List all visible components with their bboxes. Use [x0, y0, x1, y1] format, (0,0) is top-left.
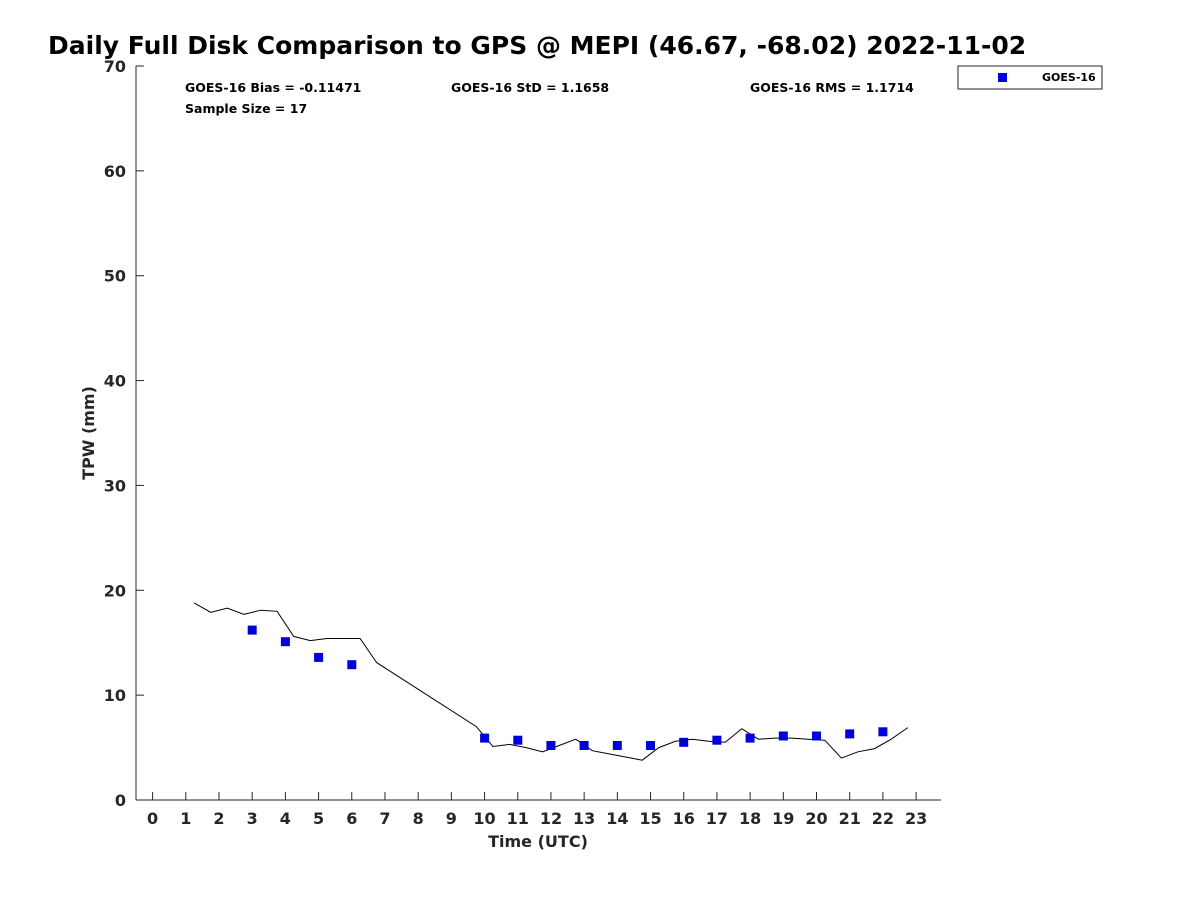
x-tick-label: 15 — [639, 809, 661, 828]
y-ticks: 0 10 20 30 40 50 60 70 — [104, 57, 144, 810]
y-tick-label: 70 — [104, 57, 126, 76]
goes16-point — [712, 735, 722, 745]
bias-stat: GOES-16 Bias = -0.11471 — [185, 80, 361, 95]
goes16-point — [646, 741, 655, 750]
goes16-point — [745, 733, 755, 743]
x-tick-label: 19 — [772, 809, 794, 828]
goes16-point — [778, 731, 788, 741]
goes16-point — [347, 660, 357, 670]
y-tick-label: 0 — [115, 791, 126, 810]
x-tick-label: 9 — [446, 809, 457, 828]
y-tick-label: 40 — [104, 372, 126, 391]
y-tick-label: 20 — [104, 581, 126, 600]
gps-line-series — [193, 602, 909, 761]
x-tick-label: 14 — [606, 809, 628, 828]
goes16-point — [546, 741, 556, 750]
x-tick-label: 8 — [413, 809, 424, 828]
x-tick-label: 23 — [905, 809, 927, 828]
y-tick-label: 10 — [104, 686, 126, 705]
x-tick-label: 7 — [379, 809, 390, 828]
goes16-point — [878, 727, 888, 737]
y-tick-label: 60 — [104, 162, 126, 181]
sample-size-stat: Sample Size = 17 — [185, 101, 307, 116]
goes16-point — [480, 733, 490, 743]
legend: GOES-16 — [957, 65, 1103, 90]
x-tick-label: 22 — [872, 809, 894, 828]
x-axis-label: Time (UTC) — [488, 832, 588, 851]
plot-axes — [135, 66, 941, 801]
x-ticks: 0 1 2 3 4 5 6 7 8 9 10 11 12 13 14 15 16 17 18 19 20 21 22 23 — [147, 792, 927, 828]
legend-label: GOES-16 — [1042, 71, 1096, 84]
legend-marker — [998, 73, 1007, 82]
x-tick-label: 21 — [839, 809, 861, 828]
goes16-point — [314, 652, 324, 662]
y-tick-label: 50 — [104, 267, 126, 286]
x-tick-label: 0 — [147, 809, 158, 828]
y-tick-label: 30 — [104, 476, 126, 495]
goes16-point — [513, 735, 523, 745]
goes16-scatter-series — [247, 625, 888, 750]
gps-line — [193, 602, 909, 761]
legend-box — [957, 65, 1103, 90]
x-tick-label: 3 — [247, 809, 258, 828]
rms-stat: GOES-16 RMS = 1.1714 — [750, 80, 914, 95]
std-stat: GOES-16 StD = 1.1658 — [451, 80, 609, 95]
chart-title: Daily Full Disk Comparison to GPS @ MEPI… — [48, 31, 1026, 60]
x-tick-label: 11 — [507, 809, 529, 828]
x-tick-label: 17 — [706, 809, 728, 828]
x-tick-label: 12 — [540, 809, 562, 828]
goes16-point — [579, 741, 589, 750]
x-tick-label: 1 — [180, 809, 191, 828]
x-tick-label: 5 — [313, 809, 324, 828]
x-tick-label: 18 — [739, 809, 761, 828]
x-tick-label: 20 — [805, 809, 827, 828]
y-axis-label: TPW (mm) — [79, 386, 98, 480]
goes16-point — [845, 729, 855, 739]
x-tick-label: 16 — [673, 809, 695, 828]
goes16-point — [280, 637, 290, 647]
x-tick-label: 10 — [473, 809, 495, 828]
goes16-point — [612, 741, 622, 750]
x-tick-label: 4 — [280, 809, 291, 828]
goes16-point — [679, 737, 689, 747]
goes16-point — [247, 625, 257, 635]
x-tick-label: 6 — [346, 809, 357, 828]
goes16-point — [812, 731, 821, 741]
x-tick-label: 2 — [213, 809, 224, 828]
x-tick-label: 13 — [573, 809, 595, 828]
